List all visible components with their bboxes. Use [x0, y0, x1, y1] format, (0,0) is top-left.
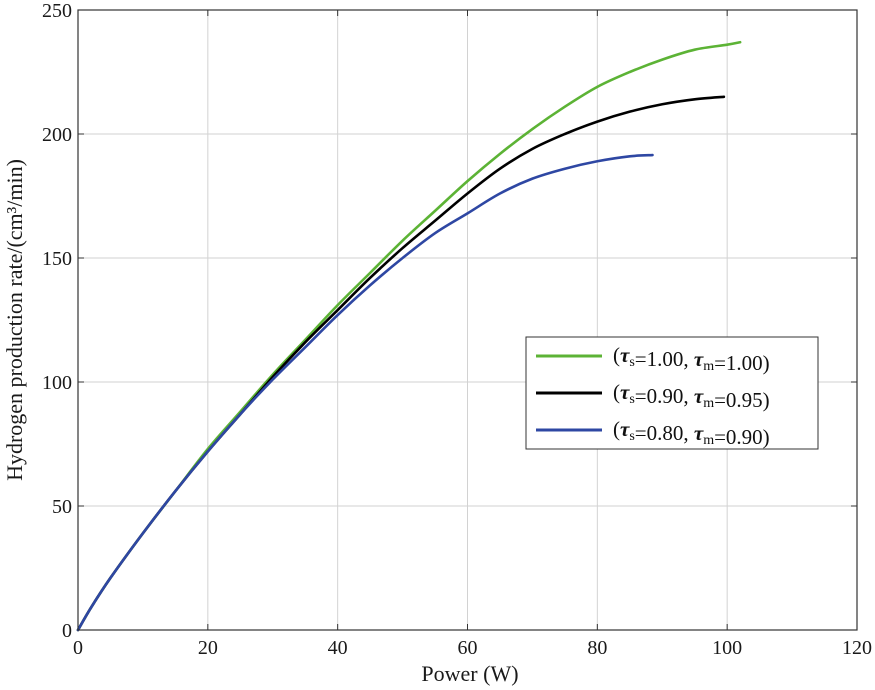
- x-tick-label: 100: [712, 637, 742, 659]
- x-tick-label: 0: [73, 637, 83, 659]
- x-tick-label: 80: [587, 637, 607, 659]
- legend-label: (τs=0.90, τm=0.95): [613, 380, 770, 412]
- x-tick-label: 20: [198, 637, 218, 659]
- x-tick-label: 60: [458, 637, 478, 659]
- y-tick-label: 0: [62, 620, 72, 642]
- legend-label: (τs=0.80, τm=0.90): [613, 417, 770, 449]
- y-tick-label: 200: [42, 124, 72, 146]
- y-tick-label: 50: [52, 496, 72, 518]
- x-axis-label: Power (W): [421, 661, 518, 686]
- legend-label: (τs=1.00, τm=1.00): [613, 343, 770, 375]
- x-tick-label: 120: [842, 637, 872, 659]
- series-line-green: [76, 40, 742, 632]
- tick-labels: 0 20 40 60 80 100 120 0 50 100 150 200 250: [42, 0, 872, 659]
- y-tick-label: 150: [42, 248, 72, 270]
- legend-item-green: (τs=1.00, τm=1.00): [536, 343, 770, 375]
- series-line-blue: [76, 153, 654, 632]
- axis-ticks: [77, 9, 858, 631]
- legend: (τs=1.00, τm=1.00) (τs=0.90, τm=0.95) (τs=…: [525, 336, 819, 450]
- x-tick-label: 40: [328, 637, 348, 659]
- series-group: [76, 40, 742, 632]
- legend-item-black: (τs=0.90, τm=0.95): [536, 380, 770, 412]
- y-axis-label: Hydrogen production rate/(cm³/min): [2, 159, 27, 481]
- y-tick-label: 100: [42, 372, 72, 394]
- legend-item-blue: (τs=0.80, τm=0.90): [536, 417, 770, 449]
- grid-lines: [78, 10, 857, 630]
- y-tick-label: 250: [42, 0, 72, 22]
